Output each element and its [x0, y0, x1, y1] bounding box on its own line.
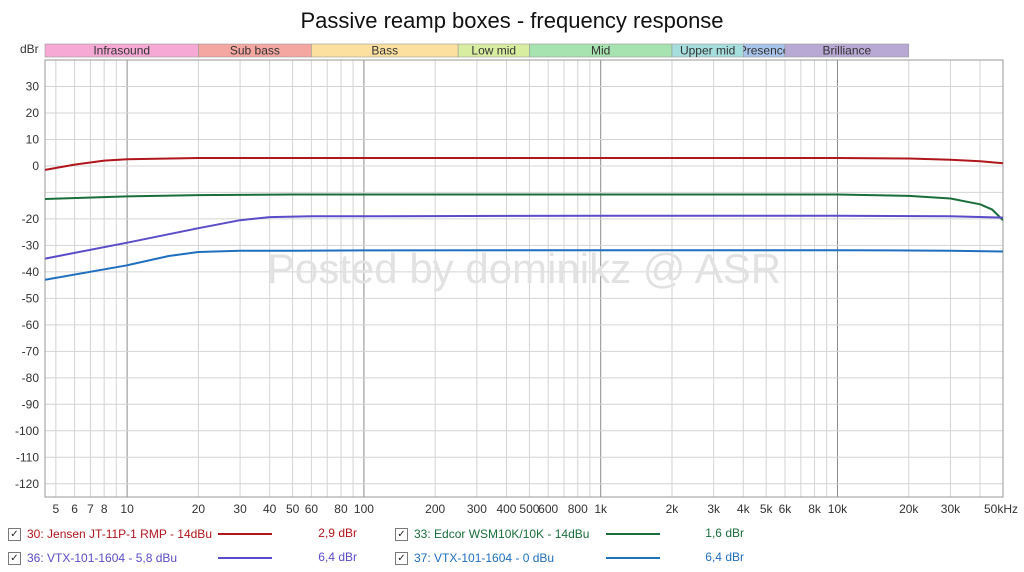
x-tick-label: 50	[286, 502, 300, 516]
legend-label-0: 30: Jensen JT-11P-1 RMP - 14dBu	[27, 527, 212, 541]
y-tick-label: 30	[26, 79, 40, 93]
x-tick-label: 1k	[594, 502, 608, 516]
y-tick-label: 20	[26, 106, 40, 120]
plot-area	[45, 60, 1003, 497]
legend-value-1: 1,6 dBr	[705, 526, 744, 540]
frequency-response-chart: Infrasound Sub bass Bass Low mid Mid Upper mi…	[15, 42, 1018, 516]
x-tick-label: 20k	[899, 502, 919, 516]
legend-checkbox-3[interactable]: ✓	[395, 551, 408, 565]
x-tick-label: 8k	[808, 502, 822, 516]
y-tick-label: 0	[32, 159, 39, 173]
series-line-1	[45, 193, 1003, 221]
x-tick-label: 60	[305, 502, 319, 516]
x-tick-label: 7	[87, 502, 94, 516]
x-tick-label: 100	[354, 502, 374, 516]
series-line-2	[45, 214, 1003, 260]
x-tick-label: 6	[71, 502, 78, 516]
x-tick-label: 6k	[779, 502, 793, 516]
band-label-2: Bass	[371, 44, 398, 58]
plot-frame	[44, 59, 1004, 498]
y-tick-label: -100	[15, 424, 39, 438]
y-tick-label: -80	[22, 371, 40, 385]
y-tick-label: -70	[22, 344, 40, 358]
legend-checkbox-0[interactable]: ✓	[8, 527, 21, 541]
y-tick-label: -120	[15, 477, 39, 491]
y-tick-label: -50	[22, 291, 40, 305]
y-axis-label: dBr	[20, 42, 39, 56]
legend-item-0[interactable]: ✓ 30: Jensen JT-11P-1 RMP - 14dBu	[8, 524, 212, 544]
x-tick-label: 400	[496, 502, 516, 516]
band-label-7: Brilliance	[823, 44, 872, 58]
band-label-0: Infrasound	[93, 44, 150, 58]
x-tick-label: 40	[263, 502, 277, 516]
legend-value-2: 6,4 dBr	[318, 550, 357, 564]
x-tick-label: 80	[334, 502, 348, 516]
x-tick-label: 5k	[760, 502, 774, 516]
x-tick-label: 3k	[707, 502, 721, 516]
legend-item-3[interactable]: ✓ 37: VTX-101-1604 - 0 dBu	[395, 548, 554, 568]
band-label-6: Presence	[739, 44, 790, 58]
legend-line-3	[606, 557, 660, 559]
legend-label-1: 33: Edcor WSM10K/10K - 14dBu	[414, 527, 590, 541]
y-tick-label: -60	[22, 318, 40, 332]
x-tick-label: 5	[52, 502, 59, 516]
x-tick-label: 50kHz	[984, 502, 1018, 516]
x-tick-label: 600	[538, 502, 558, 516]
x-tick-label: 200	[425, 502, 445, 516]
legend: ✓ 30: Jensen JT-11P-1 RMP - 14dBu 2,9 dB…	[0, 522, 1024, 572]
y-tick-label: -90	[22, 397, 40, 411]
x-tick-label: 2k	[666, 502, 680, 516]
x-tick-label: 4k	[737, 502, 751, 516]
y-tick-label: -30	[22, 238, 40, 252]
legend-label-3: 37: VTX-101-1604 - 0 dBu	[414, 551, 555, 565]
band-label-5: Upper mid	[680, 44, 735, 58]
series-line-0	[45, 157, 1003, 171]
x-tick-label: 30	[233, 502, 247, 516]
x-tick-label: 30k	[941, 502, 961, 516]
band-7	[784, 43, 910, 58]
legend-item-2[interactable]: ✓ 36: VTX-101-1604 - 5,8 dBu	[8, 548, 177, 568]
y-tick-label: -40	[22, 265, 40, 279]
band-label-3: Low mid	[471, 44, 516, 58]
legend-checkbox-1[interactable]: ✓	[395, 527, 408, 541]
watermark-text: Posted by dominikz @ ASR	[267, 245, 781, 292]
x-tick-label: 800	[568, 502, 588, 516]
x-tick-label: 20	[192, 502, 206, 516]
x-tick-label: 300	[467, 502, 487, 516]
legend-item-1[interactable]: ✓ 33: Edcor WSM10K/10K - 14dBu	[395, 524, 589, 544]
legend-value-3: 6,4 dBr	[705, 550, 744, 564]
chart-title: Passive reamp boxes - frequency response	[300, 8, 724, 33]
y-tick-label: -20	[22, 212, 40, 226]
legend-label-2: 36: VTX-101-1604 - 5,8 dBu	[27, 551, 178, 565]
series-line-3	[45, 249, 1003, 281]
y-tick-label: 10	[26, 132, 40, 146]
x-tick-label: 500	[519, 502, 539, 516]
x-tick-label: 10	[120, 502, 134, 516]
y-tick-label: -110	[16, 450, 39, 464]
legend-line-1	[606, 533, 660, 535]
legend-value-0: 2,9 dBr	[318, 526, 357, 540]
legend-line-2	[218, 557, 272, 559]
x-tick-label: 8	[101, 502, 108, 516]
legend-line-0	[218, 533, 272, 535]
x-tick-label: 10k	[828, 502, 848, 516]
legend-checkbox-2[interactable]: ✓	[8, 551, 21, 565]
band-label-4: Mid	[591, 44, 610, 58]
band-label-1: Sub bass	[230, 44, 280, 58]
